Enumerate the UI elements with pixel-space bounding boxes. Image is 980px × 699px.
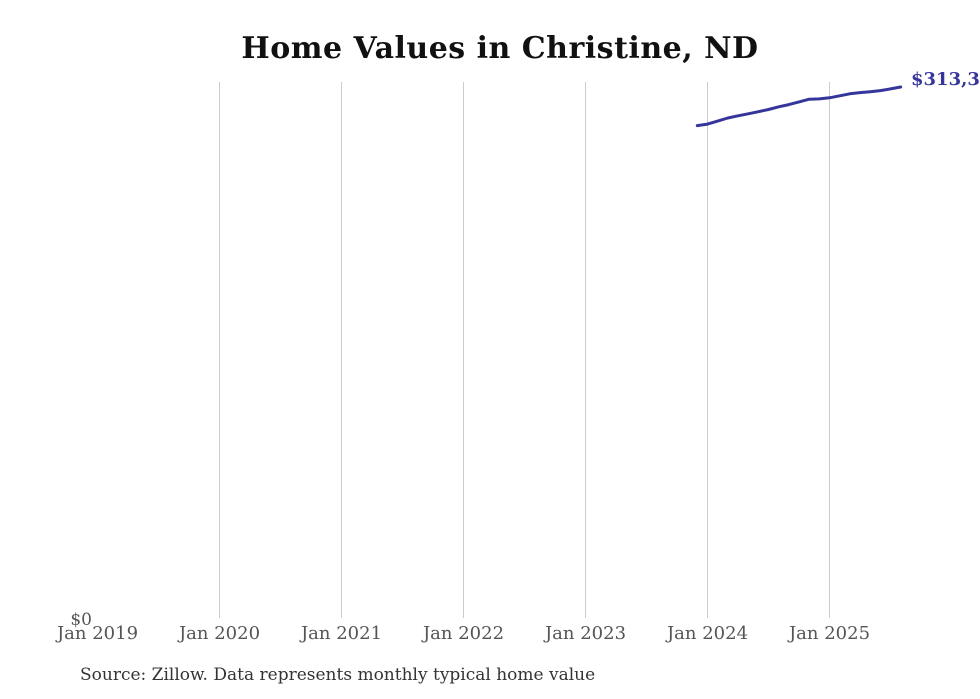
x-tick-label-jan-2021: Jan 2021: [300, 623, 383, 644]
x-tick-label-jan-2024: Jan 2024: [666, 623, 749, 644]
home-value-line-series: [695, 85, 903, 128]
x-tick-label-jan-2019: Jan 2019: [56, 623, 139, 644]
x-tick-label-jan-2020: Jan 2020: [178, 623, 261, 644]
x-tick-label-jan-2023: Jan 2023: [544, 623, 627, 644]
y-axis-zero-label: $0: [70, 610, 92, 630]
x-tick-label-jan-2025: Jan 2025: [788, 623, 871, 644]
latest-value-label: $313,300: [911, 69, 980, 90]
source-note: Source: Zillow. Data represents monthly …: [80, 665, 596, 685]
x-tick-label-jan-2022: Jan 2022: [422, 623, 505, 644]
vertical-gridlines: [219, 82, 830, 618]
chart-title: Home Values in Christine, ND: [241, 31, 759, 66]
